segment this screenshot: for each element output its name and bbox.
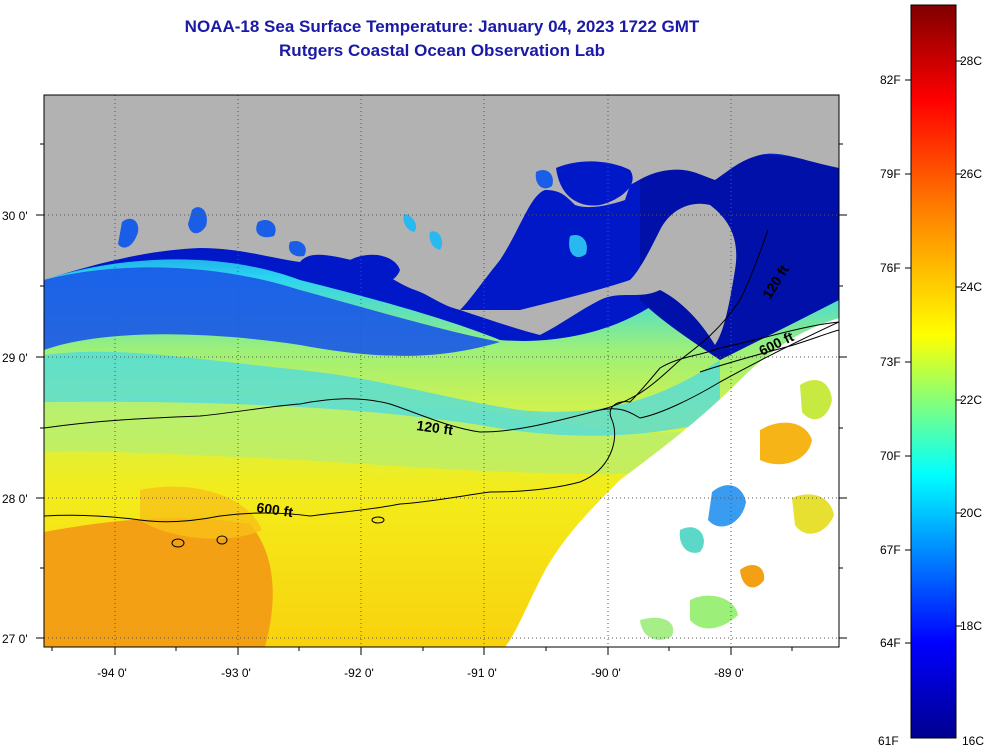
lon-tick-label: -94 0' [97,666,127,680]
bay [350,254,400,286]
colorbar [910,4,957,739]
lon-tick-label: -89 0' [714,666,744,680]
celsius-label: 22C [960,393,982,407]
lon-tick-label: -93 0' [221,666,251,680]
lake-pontchartrain [556,161,633,206]
contour-loop [371,516,385,524]
map-frame [43,94,840,648]
map-subtitle: Rutgers Coastal Ocean Observation Lab [279,41,605,60]
coastal-blue-band [44,267,500,356]
warm-patch-east [760,422,812,465]
fahrenheit-label: 79F [880,167,901,181]
green-patch-s [640,617,674,640]
fahrenheit-label: 67F [880,543,901,557]
celsius-label: 24C [960,280,982,294]
yellow-patch-east [800,380,832,420]
contour-loop [216,535,228,545]
lake [429,231,443,250]
fahrenheit-label: 64F [880,636,901,650]
axis-ticks [36,143,847,655]
lat-tick-label: 27 0' [2,632,28,646]
shelf-band [44,396,700,475]
lon-tick-label: -91 0' [467,666,497,680]
contour-label: 600 ft [256,499,295,520]
contour-label: 120 ft [416,417,455,438]
celsius-label: 18C [960,619,982,633]
fahrenheit-label: 61F [878,734,899,748]
colorbar-ticks [905,60,962,644]
lake [569,234,587,258]
lake [256,219,276,238]
lat-tick-label: 28 0' [2,492,28,506]
cloud-cover [505,318,839,647]
celsius-label: 20C [960,506,982,520]
land-mass [44,95,839,310]
fahrenheit-label: 73F [880,355,901,369]
lake [288,240,306,257]
fahrenheit-label: 76F [880,261,901,275]
warm-water-patch [44,518,273,647]
lake [535,169,553,189]
warm-patch-se [740,565,765,588]
lat-tick-label: 30 0' [2,209,28,223]
celsius-label: 28C [960,54,982,68]
green-patch-se [690,595,738,629]
contour-120ft [44,321,839,433]
lake [403,214,417,232]
contour-loop [171,538,185,548]
lon-tick-label: -92 0' [344,666,374,680]
contour-600ft-east [699,329,839,373]
fahrenheit-label: 82F [880,73,901,87]
contour-600ft [44,321,839,523]
delta-land [460,203,737,345]
map-title: NOAA-18 Sea Surface Temperature: January… [184,17,700,36]
contour-120ft-east [599,229,769,411]
fahrenheit-label: 70F [880,449,901,463]
lake [118,218,139,248]
yellow-patch-se [792,494,834,534]
cyan-patch-se [679,527,704,553]
celsius-label: 16C [962,734,984,748]
lat-tick-label: 29 0' [2,351,28,365]
lon-tick-label: -90 0' [591,666,621,680]
cyan-band [44,351,720,436]
celsius-label: 26C [960,167,982,181]
graticule [44,95,839,647]
cool-patch-east [708,485,746,527]
warm-water-core [140,486,262,539]
map-area [44,95,839,647]
lake [188,207,207,234]
